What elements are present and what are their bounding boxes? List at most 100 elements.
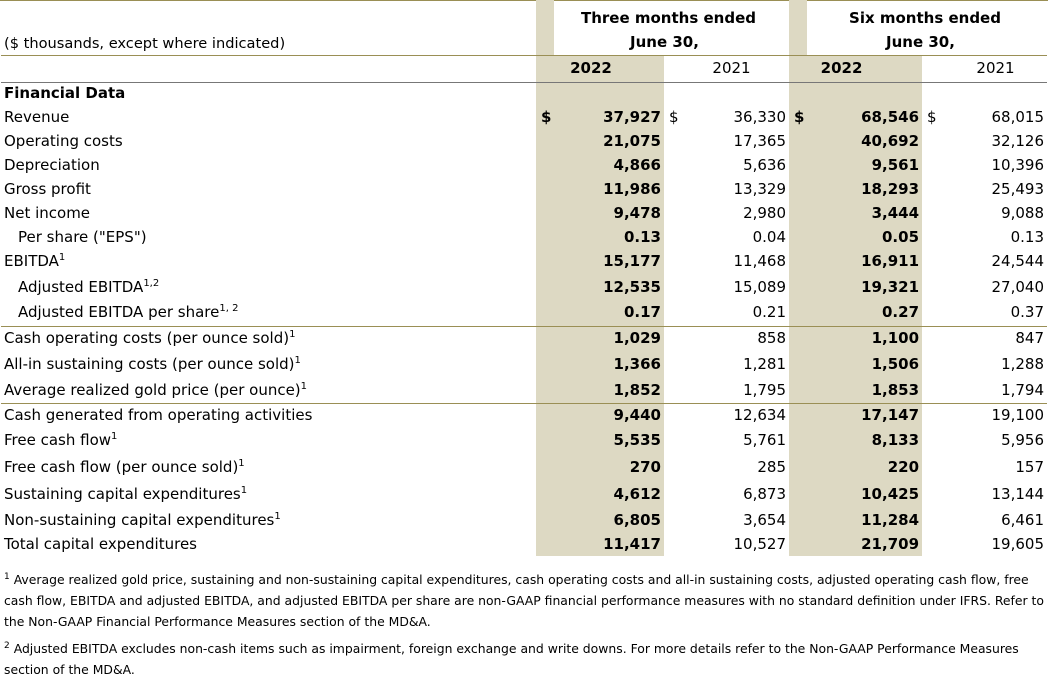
year-2021-three-months: 2021 — [664, 55, 790, 83]
currency-spacer — [536, 378, 554, 404]
row-label-text: Operating costs — [4, 131, 123, 150]
table-row: Sustaining capital expenditures1 4,612 6,8… — [1, 481, 1047, 507]
currency-spacer — [789, 129, 808, 153]
table-row: Adjusted EBITDA per share1, 2 0.17 0.21 0.2… — [1, 300, 1047, 326]
row-label-text: Free cash flow — [4, 431, 112, 449]
table-row: EBITDA1 15,177 11,468 16,911 24,544 — [1, 249, 1047, 274]
row-label-text: Cash operating costs (per ounce sold) — [4, 329, 290, 348]
currency-spacer — [922, 153, 940, 177]
value-cell: 858 — [682, 325, 790, 351]
currency-spacer — [536, 325, 554, 351]
currency-spacer — [789, 153, 808, 177]
currency-spacer — [664, 351, 682, 378]
row-label-text: Depreciation — [4, 155, 100, 174]
year-2022-three-months: 2022 — [536, 55, 664, 83]
row-label: Sustaining capital expenditures1 — [1, 481, 536, 507]
three-months-header-line1: Three months ended — [581, 9, 756, 27]
value-cell: 8,133 — [807, 427, 923, 454]
value-cell: 5,761 — [743, 431, 787, 449]
currency-spacer — [789, 402, 808, 427]
row-label-text: Adjusted EBITDA per share — [18, 303, 220, 322]
value-cell: 157 — [1015, 458, 1045, 476]
currency-spacer — [664, 225, 682, 249]
currency-spacer — [922, 427, 940, 454]
currency-spacer — [664, 402, 682, 427]
section-title: Financial Data — [4, 84, 126, 103]
row-label-footnote-mark: 1 — [289, 329, 296, 341]
table-row: Operating costs 21,075 17,365 40,692 32,126 — [1, 129, 1047, 153]
value-cell: 36,330 — [733, 107, 787, 126]
value-cell: 10,396 — [991, 155, 1045, 174]
header-row-2: ($ thousands, except where indicated) Ju… — [1, 28, 1048, 56]
currency-spacer — [922, 225, 940, 249]
row-label-footnote-mark: 1 — [274, 510, 281, 522]
footnote-1: 1 Average realized gold price, sustainin… — [4, 569, 1044, 632]
row-label: Free cash flow1 — [1, 427, 536, 454]
currency-spacer — [664, 129, 682, 153]
currency-spacer — [789, 201, 808, 225]
header-row-1: Three months ended Six months ended — [1, 0, 1047, 28]
currency-spacer — [664, 274, 682, 300]
value-cell: 13,144 — [991, 484, 1045, 503]
year-2021-six-months: 2021 — [922, 55, 1048, 83]
currency-spacer — [536, 249, 554, 274]
currency-spacer — [536, 454, 554, 481]
currency-spacer — [922, 201, 940, 225]
row-label-text: EBITDA — [4, 252, 59, 270]
value-cell: 0.17 — [554, 300, 664, 326]
value-cell: 0.27 — [807, 300, 923, 326]
currency-spacer — [664, 325, 682, 351]
row-label: Per share ("EPS") — [1, 225, 536, 249]
currency-spacer — [664, 454, 682, 481]
currency-spacer — [536, 274, 554, 300]
currency-spacer — [536, 225, 554, 249]
value-cell: 1,852 — [554, 378, 664, 404]
currency-spacer — [789, 300, 808, 326]
table-row: Total capital expenditures 11,417 10,527 21… — [1, 533, 1047, 556]
currency-spacer — [536, 351, 554, 378]
value-cell: 40,692 — [807, 129, 923, 153]
row-label-text: Sustaining capital expenditures — [4, 484, 241, 503]
section-title-row: Financial Data — [1, 82, 1047, 105]
value-cell: 12,634 — [682, 402, 790, 427]
row-label-footnote-mark: 1 — [111, 431, 118, 442]
table-row: Net income 9,478 2,980 3,444 9,088 — [1, 201, 1047, 225]
currency-spacer — [664, 507, 682, 533]
value-cell: 285 — [757, 458, 787, 476]
currency-spacer — [536, 481, 554, 507]
row-label: Total capital expenditures — [1, 533, 536, 556]
value-cell: 9,561 — [807, 153, 923, 177]
row-label: Cash operating costs (per ounce sold)1 — [1, 325, 536, 351]
value-cell: 11,986 — [554, 177, 664, 201]
currency-spacer — [664, 427, 682, 454]
currency-spacer — [536, 402, 554, 427]
row-label: Cash generated from operating activities — [1, 402, 536, 427]
value-cell: 18,293 — [807, 177, 923, 201]
value-cell: 5,636 — [743, 155, 787, 174]
table-row: Non-sustaining capital expenditures1 6,80… — [1, 507, 1047, 533]
value-cell: 68,015 — [991, 107, 1045, 126]
value-cell: 25,493 — [991, 179, 1045, 198]
row-label-text: Free cash flow (per ounce sold) — [4, 458, 239, 476]
row-label-footnote-mark: 1 — [300, 380, 308, 392]
table-row: Adjusted EBITDA1,2 12,535 15,089 19,321 27,0… — [1, 274, 1047, 300]
currency-symbol: $ — [927, 107, 937, 126]
top-rule — [0, 0, 1048, 1]
value-cell: 37,927 — [554, 105, 664, 129]
value-cell: 220 — [807, 454, 923, 481]
currency-spacer — [922, 533, 940, 556]
row-label: Operating costs — [1, 129, 536, 153]
row-label: Revenue — [1, 105, 536, 129]
currency-spacer — [922, 481, 940, 507]
three-months-header-line2: June 30, — [554, 28, 790, 56]
value-cell: 5,956 — [1001, 431, 1045, 449]
row-label-text: Per share ("EPS") — [18, 227, 147, 246]
value-cell: 4,612 — [554, 481, 664, 507]
value-cell: 1,281 — [743, 355, 787, 373]
currency-spacer — [536, 533, 554, 556]
row-label-footnote-mark: 1,2 — [143, 277, 160, 289]
row-label-text: All-in sustaining costs (per ounce sold) — [4, 355, 295, 373]
row-label-text: Cash generated from operating activities — [4, 405, 313, 424]
value-cell: 17,365 — [733, 131, 787, 150]
row-label-footnote-mark: 1 — [58, 252, 66, 263]
